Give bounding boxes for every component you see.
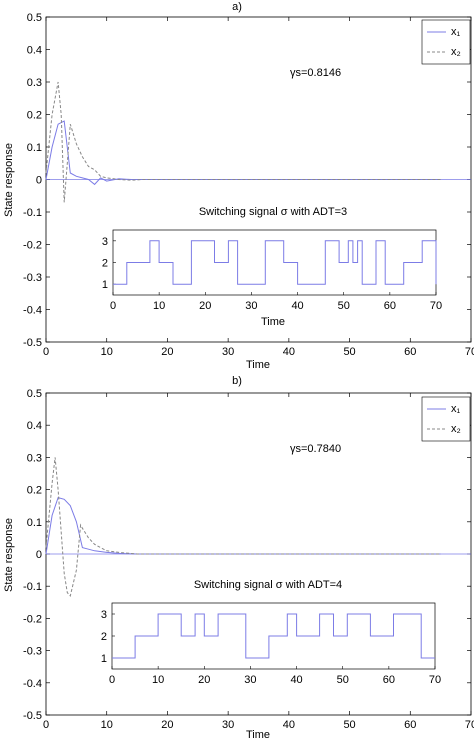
y-tick-label: 0.3 (27, 77, 42, 89)
inset-ticks: 0 10 20 30 40 50 60 70 1 2 3 (102, 236, 442, 312)
y-tick-label: 0.2 (27, 110, 42, 122)
x-tick-label: 10 (101, 346, 113, 358)
inset-chart: Switching signal σ with ADT=4 0 10 20 30 40 5… (101, 579, 441, 686)
inset-x-tick-label: 0 (110, 300, 116, 312)
inset-x-tick-label: 40 (290, 674, 302, 686)
inset-y-tick-label: 3 (101, 609, 107, 621)
y-tick-label: -0.2 (23, 613, 42, 625)
x-tick-label: 30 (222, 719, 234, 731)
y-tick-label: 0 (36, 549, 42, 561)
inset-y-tick-label: 2 (102, 258, 108, 270)
inset-x-tick-label: 30 (245, 300, 257, 312)
switching-signal-line (113, 240, 437, 285)
inset-title: Switching signal σ with ADT=4 (194, 579, 342, 591)
x-axis-label: Time (246, 359, 270, 371)
inset-x-tick-label: 50 (338, 300, 350, 312)
y-axis-label: State response (3, 518, 15, 592)
legend-label-x1: x₁ (451, 403, 461, 415)
y-tick-label: 0.4 (27, 420, 42, 432)
series-group (45, 81, 471, 203)
y-tick-label: -0.5 (23, 710, 42, 722)
y-ticks: 0.5 0.4 0.3 0.2 0.1 0 -0.1 -0.2 -0.3 -0.4 -0.5 (23, 388, 471, 722)
x-tick-label: 0 (43, 346, 49, 358)
y-tick-label: 0.5 (27, 12, 42, 24)
series-line-x2 (45, 457, 441, 597)
inset-x-tick-label: 10 (153, 300, 165, 312)
x-tick-label: 40 (283, 346, 295, 358)
y-tick-label: -0.4 (23, 305, 42, 317)
y-tick-label: -0.3 (23, 646, 42, 658)
legend-label-x2: x₂ (451, 46, 461, 58)
y-ticks: 0.5 0.4 0.3 0.2 0.1 0 -0.1 -0.2 -0.3 -0.4 -0.5 (23, 12, 471, 349)
panel-label: a) (232, 1, 242, 13)
y-tick-label: 0.1 (27, 142, 42, 154)
x-tick-label: 50 (343, 346, 355, 358)
x-axis-label: Time (246, 729, 270, 741)
y-tick-label: 0.5 (27, 388, 42, 400)
y-tick-label: 0.2 (27, 485, 42, 497)
y-tick-label: 0 (36, 175, 42, 187)
x-tick-label: 30 (222, 346, 234, 358)
inset-x-tick-label: 20 (199, 300, 211, 312)
inset-x-tick-label: 0 (109, 674, 115, 686)
inset-x-tick-label: 60 (383, 674, 395, 686)
x-tick-label: 50 (343, 719, 355, 731)
y-tick-label: -0.4 (23, 678, 42, 690)
inset-x-tick-label: 20 (198, 674, 210, 686)
gamma-annotation: γs=0.8146 (290, 67, 341, 79)
inset-y-tick-label: 1 (101, 653, 107, 665)
inset-x-tick-label: 70 (430, 300, 442, 312)
y-tick-label: -0.1 (23, 581, 42, 593)
x-tick-label: 60 (404, 719, 416, 731)
legend-label-x2: x₂ (451, 423, 461, 435)
inset-y-tick-label: 1 (102, 279, 108, 291)
x-tick-label: 60 (404, 346, 416, 358)
inset-x-label: Time (261, 316, 285, 328)
y-tick-label: -0.2 (23, 240, 42, 252)
inset-title: Switching signal σ with ADT=3 (199, 206, 347, 218)
x-tick-label: 20 (161, 719, 173, 731)
inset-x-tick-label: 10 (152, 674, 164, 686)
x-tick-label: 70 (465, 719, 474, 731)
y-tick-label: 0.1 (27, 517, 42, 529)
y-tick-label: 0.4 (27, 45, 42, 57)
inset-y-tick-label: 3 (102, 236, 108, 248)
x-tick-label: 40 (283, 719, 295, 731)
switching-signal-line (112, 613, 435, 659)
gamma-annotation: γs=0.7840 (290, 443, 341, 455)
x-tick-label: 10 (101, 719, 113, 731)
y-tick-label: 0.3 (27, 452, 42, 464)
inset-x-tick-label: 70 (429, 674, 441, 686)
legend: x₁ x₂ (421, 396, 471, 442)
inset-chart: Switching signal σ with ADT=3 Time 0 10 20… (102, 206, 442, 328)
y-tick-label: -0.1 (23, 207, 42, 219)
y-tick-label: -0.5 (23, 337, 42, 349)
inset-x-tick-label: 40 (291, 300, 303, 312)
panel-label: b) (232, 375, 242, 387)
x-tick-label: 0 (43, 719, 49, 731)
legend-label-x1: x₁ (451, 26, 461, 38)
legend-box (421, 396, 471, 442)
inset-x-tick-label: 30 (244, 674, 256, 686)
legend-box (421, 19, 471, 65)
y-tick-label: -0.3 (23, 272, 42, 284)
inset-y-tick-label: 2 (101, 631, 107, 643)
inset-x-tick-label: 60 (384, 300, 396, 312)
legend: x₁ x₂ (421, 19, 471, 65)
inset-ticks: 0 10 20 30 40 50 60 70 1 2 3 (101, 609, 441, 686)
series-line-x2 (45, 81, 441, 203)
series-group (45, 457, 471, 597)
x-tick-label: 20 (161, 346, 173, 358)
y-axis-label: State response (3, 143, 15, 217)
x-tick-label: 70 (465, 346, 474, 358)
inset-x-tick-label: 50 (337, 674, 349, 686)
